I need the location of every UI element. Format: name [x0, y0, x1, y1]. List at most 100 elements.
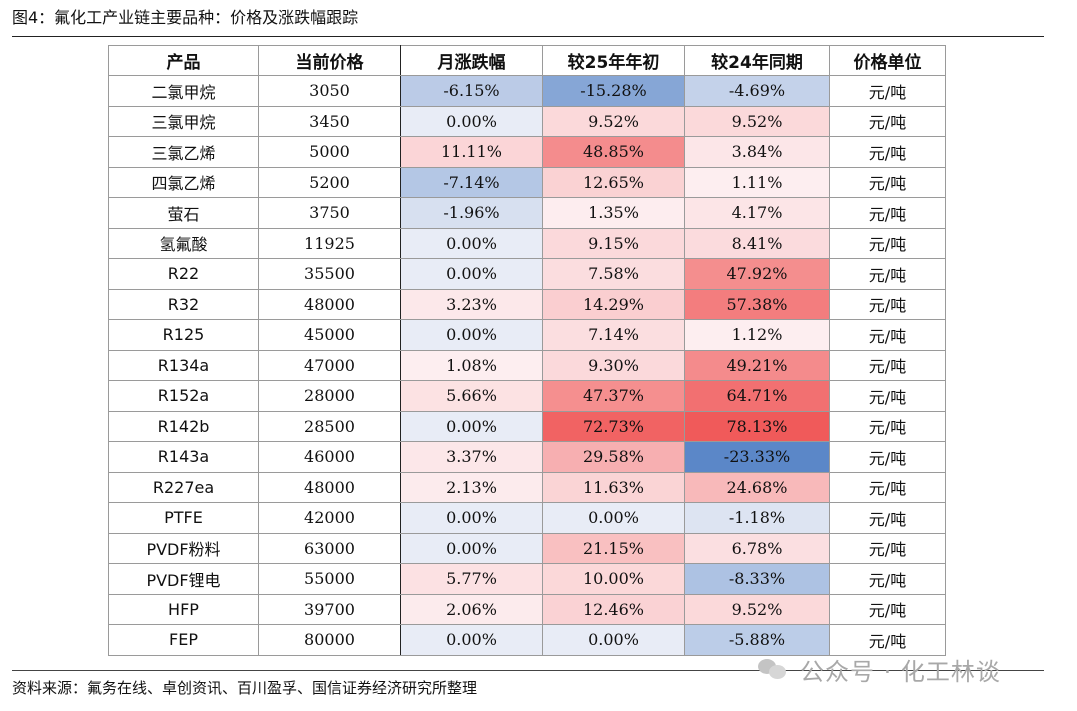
watermark-text: 公众号 · 化工林谈	[800, 657, 1001, 686]
cell-unit: 元/吨	[829, 471, 946, 503]
cell-product: 四氯乙烯	[108, 166, 259, 198]
cell-unit: 元/吨	[829, 563, 946, 595]
cell-product: HFP	[108, 593, 259, 625]
cell-mom: -1.96%	[400, 197, 543, 229]
cell-unit: 元/吨	[829, 593, 946, 625]
cell-product: R134a	[108, 349, 259, 381]
cell-unit: 元/吨	[829, 197, 946, 229]
table-row: 三氯甲烷 3450 0.00% 9.52% 9.52% 元/吨	[108, 105, 946, 137]
cell-product: R22	[108, 258, 259, 290]
header-unit: 价格单位	[829, 45, 946, 76]
cell-yoy: 49.21%	[684, 349, 830, 381]
cell-unit: 元/吨	[829, 349, 946, 381]
cell-product: R227ea	[108, 471, 259, 503]
cell-ytd: 9.15%	[542, 227, 685, 259]
cell-ytd: 9.52%	[542, 105, 685, 137]
table-row: PTFE 42000 0.00% 0.00% -1.18% 元/吨	[108, 502, 946, 534]
figure-title: 图4：氟化工产业链主要品种：价格及涨跌幅跟踪	[12, 8, 359, 27]
table-row: 氢氟酸 11925 0.00% 9.15% 8.41% 元/吨	[108, 227, 946, 259]
cell-yoy: 24.68%	[684, 471, 830, 503]
cell-price: 48000	[258, 471, 401, 503]
cell-unit: 元/吨	[829, 502, 946, 534]
cell-mom: 0.00%	[400, 105, 543, 137]
table-row: 萤石 3750 -1.96% 1.35% 4.17% 元/吨	[108, 197, 946, 229]
table-row: PVDF锂电 55000 5.77% 10.00% -8.33% 元/吨	[108, 563, 946, 595]
cell-price: 28500	[258, 410, 401, 442]
table-row: R152a 28000 5.66% 47.37% 64.71% 元/吨	[108, 380, 946, 412]
header-mom: 月涨跌幅	[400, 45, 543, 76]
cell-yoy: 78.13%	[684, 410, 830, 442]
cell-ytd: 7.58%	[542, 258, 685, 290]
header-yoy: 较24年同期	[684, 45, 830, 76]
cell-ytd: 0.00%	[542, 624, 685, 656]
title-rule	[12, 36, 1044, 37]
cell-ytd: 1.35%	[542, 197, 685, 229]
cell-ytd: 48.85%	[542, 136, 685, 168]
cell-mom: 0.00%	[400, 410, 543, 442]
cell-product: 三氯甲烷	[108, 105, 259, 137]
table-header-row: 产品 当前价格 月涨跌幅 较25年年初 较24年同期 价格单位	[108, 45, 946, 76]
cell-yoy: 9.52%	[684, 105, 830, 137]
cell-unit: 元/吨	[829, 136, 946, 168]
table-row: PVDF粉料 63000 0.00% 21.15% 6.78% 元/吨	[108, 532, 946, 564]
cell-product: R32	[108, 288, 259, 320]
table-row: 二氯甲烷 3050 -6.15% -15.28% -4.69% 元/吨	[108, 75, 946, 107]
cell-mom: 5.77%	[400, 563, 543, 595]
table-body: 二氯甲烷 3050 -6.15% -15.28% -4.69% 元/吨 三氯甲烷 3450 0.…	[108, 75, 946, 656]
cell-price: 42000	[258, 502, 401, 534]
cell-price: 35500	[258, 258, 401, 290]
cell-ytd: 72.73%	[542, 410, 685, 442]
cell-price: 45000	[258, 319, 401, 351]
cell-yoy: 9.52%	[684, 593, 830, 625]
cell-unit: 元/吨	[829, 319, 946, 351]
cell-ytd: -15.28%	[542, 75, 685, 107]
cell-unit: 元/吨	[829, 441, 946, 473]
cell-mom: 0.00%	[400, 532, 543, 564]
cell-yoy: -8.33%	[684, 563, 830, 595]
cell-ytd: 10.00%	[542, 563, 685, 595]
table-row: R143a 46000 3.37% 29.58% -23.33% 元/吨	[108, 441, 946, 473]
cell-yoy: -1.18%	[684, 502, 830, 534]
wechat-icon	[756, 656, 790, 682]
header-ytd: 较25年年初	[542, 45, 685, 76]
table-row: HFP 39700 2.06% 12.46% 9.52% 元/吨	[108, 593, 946, 625]
cell-mom: 5.66%	[400, 380, 543, 412]
source-note: 资料来源：氟务在线、卓创资讯、百川盈孚、国信证券经济研究所整理	[12, 679, 478, 697]
cell-mom: 0.00%	[400, 319, 543, 351]
cell-product: PVDF锂电	[108, 563, 259, 595]
cell-price: 3050	[258, 75, 401, 107]
cell-price: 46000	[258, 441, 401, 473]
cell-price: 11925	[258, 227, 401, 259]
cell-price: 5000	[258, 136, 401, 168]
cell-product: 萤石	[108, 197, 259, 229]
table-row: R227ea 48000 2.13% 11.63% 24.68% 元/吨	[108, 471, 946, 503]
price-table: 产品 当前价格 月涨跌幅 较25年年初 较24年同期 价格单位 二氯甲烷 3050…	[108, 45, 946, 656]
cell-price: 5200	[258, 166, 401, 198]
cell-yoy: 1.11%	[684, 166, 830, 198]
cell-unit: 元/吨	[829, 166, 946, 198]
cell-price: 3450	[258, 105, 401, 137]
header-price: 当前价格	[258, 45, 401, 76]
cell-mom: 3.37%	[400, 441, 543, 473]
cell-yoy: 57.38%	[684, 288, 830, 320]
cell-mom: 0.00%	[400, 227, 543, 259]
cell-mom: -7.14%	[400, 166, 543, 198]
cell-yoy: -4.69%	[684, 75, 830, 107]
cell-unit: 元/吨	[829, 624, 946, 656]
cell-ytd: 12.46%	[542, 593, 685, 625]
cell-price: 55000	[258, 563, 401, 595]
cell-mom: 2.06%	[400, 593, 543, 625]
cell-yoy: 64.71%	[684, 380, 830, 412]
cell-price: 63000	[258, 532, 401, 564]
cell-yoy: 4.17%	[684, 197, 830, 229]
cell-ytd: 29.58%	[542, 441, 685, 473]
cell-product: 二氯甲烷	[108, 75, 259, 107]
cell-ytd: 9.30%	[542, 349, 685, 381]
table-row: R22 35500 0.00% 7.58% 47.92% 元/吨	[108, 258, 946, 290]
cell-ytd: 0.00%	[542, 502, 685, 534]
cell-yoy: -23.33%	[684, 441, 830, 473]
cell-ytd: 21.15%	[542, 532, 685, 564]
cell-ytd: 47.37%	[542, 380, 685, 412]
cell-unit: 元/吨	[829, 258, 946, 290]
cell-price: 39700	[258, 593, 401, 625]
